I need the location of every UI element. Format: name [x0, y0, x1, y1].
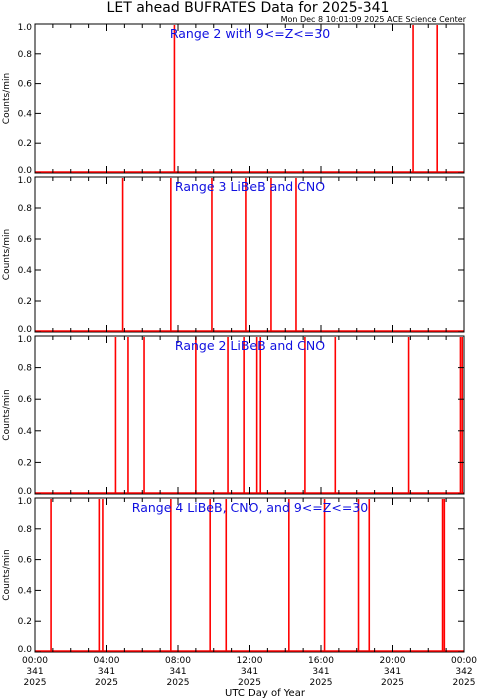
- x-tick-label: 00:00: [22, 656, 48, 666]
- y-tick-label: 1.0: [18, 335, 33, 345]
- x-tick-label: 2025: [167, 678, 190, 688]
- y-tick-label: 0.2: [18, 297, 32, 307]
- x-tick-label: 20:00: [380, 656, 406, 666]
- generation-timestamp: Mon Dec 8 10:01:09 2025 ACE Science Cent…: [281, 15, 467, 24]
- y-tick-label: 1.0: [18, 176, 33, 186]
- y-tick-label: 0.0: [18, 487, 33, 497]
- x-tick-label: 2025: [310, 678, 333, 688]
- panel-4: 0.0 0.2 0.4 0.6 0.8 1.0 Counts/min Range 4 LiBe…: [2, 497, 465, 655]
- y-tick-label: 0.8: [18, 50, 33, 60]
- x-tick-label: 04:00: [94, 656, 120, 666]
- y-tick-label: 1.0: [18, 23, 33, 33]
- x-tick-label: 2025: [453, 678, 476, 688]
- panel-3: 0.0 0.2 0.4 0.6 0.8 1.0 Counts/min Range 2 LiBe…: [2, 335, 465, 497]
- x-tick-label: 2025: [238, 678, 261, 688]
- panel-2: 0.0 0.2 0.4 0.6 0.8 1.0 Counts/min Range 3 LiBe…: [2, 176, 465, 335]
- x-tick-label: 341: [384, 667, 401, 677]
- y-tick-label: 0.0: [18, 325, 33, 335]
- y-tick-label: 0.4: [18, 586, 33, 596]
- x-tick-label: 2025: [24, 678, 47, 688]
- y-tick-label: 1.0: [18, 497, 33, 507]
- panel-frame: [34, 176, 465, 333]
- panel-title: Range 2 with 9<=Z<=30: [170, 26, 330, 41]
- y-tick-label: 0.0: [18, 645, 33, 655]
- x-tick-label: 341: [312, 667, 329, 677]
- x-tick-label: 341: [169, 667, 186, 677]
- y-tick-label: 0.6: [18, 80, 33, 90]
- x-tick-label: 16:00: [308, 656, 334, 666]
- x-axis: 00:00341202504:00341202508:00341202512:0…: [22, 656, 477, 688]
- y-tick-label: 0.8: [18, 364, 33, 374]
- x-tick-label: 08:00: [165, 656, 191, 666]
- panel-title: Range 2 LiBeB and CNO: [175, 338, 325, 353]
- panel-title: Range 4 LiBeB, CNO, and 9<=Z<=30: [132, 500, 368, 515]
- x-tick-label: 2025: [95, 678, 118, 688]
- x-tick-label: 00:00: [451, 656, 477, 666]
- y-tick-label: 0.8: [18, 204, 33, 214]
- y-tick-label: 0.6: [18, 235, 33, 245]
- y-tick-label: 0.2: [18, 458, 32, 468]
- y-tick-label: 0.8: [18, 525, 33, 535]
- y-tick-label: 0.0: [18, 166, 33, 176]
- y-axis-label: Counts/min: [2, 229, 12, 280]
- y-tick-label: 0.6: [18, 395, 33, 405]
- panel-title: Range 3 LiBeB and CNO: [175, 179, 325, 194]
- y-tick-label: 0.4: [18, 427, 33, 437]
- x-tick-label: 12:00: [237, 656, 263, 666]
- x-axis-title: UTC Day of Year: [225, 688, 306, 699]
- x-tick-label: 342: [455, 667, 472, 677]
- y-tick-label: 0.2: [18, 617, 32, 627]
- y-tick-label: 0.2: [18, 139, 32, 149]
- panel-frame: [34, 23, 465, 174]
- x-tick-label: 341: [241, 667, 258, 677]
- x-tick-label: 2025: [381, 678, 404, 688]
- y-axis-label: Counts/min: [2, 549, 12, 600]
- x-tick-label: 341: [98, 667, 115, 677]
- panel-1: 0.0 0.2 0.4 0.6 0.8 1.0 Counts/min Range 2 with…: [2, 23, 465, 176]
- y-tick-label: 0.4: [18, 109, 33, 119]
- y-axis-label: Counts/min: [2, 389, 12, 440]
- y-tick-label: 0.4: [18, 266, 33, 276]
- x-tick-label: 341: [26, 667, 43, 677]
- y-axis-label: Counts/min: [2, 73, 12, 124]
- panels: 0.0 0.2 0.4 0.6 0.8 1.0 Counts/min Range 2 with…: [2, 23, 465, 655]
- panel-frame: [34, 335, 465, 495]
- y-tick-label: 0.6: [18, 556, 33, 566]
- chart-title: LET ahead BUFRATES Data for 2025-341: [107, 0, 390, 16]
